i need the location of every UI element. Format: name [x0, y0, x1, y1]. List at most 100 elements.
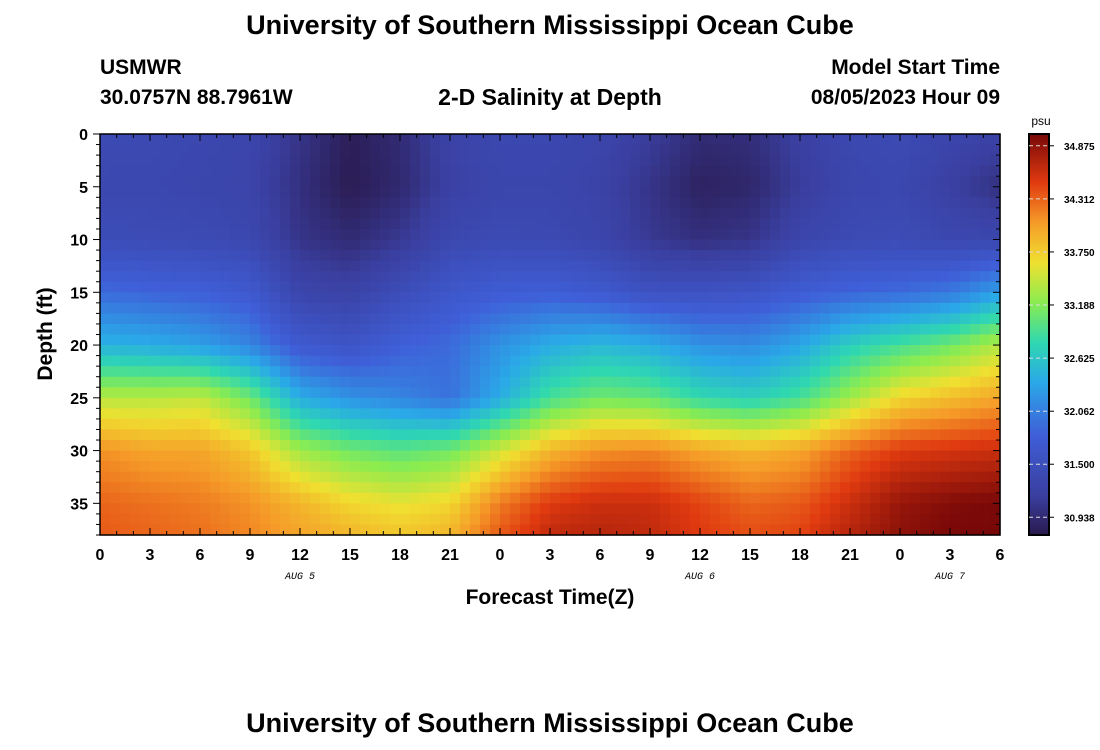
heatmap-cell	[180, 366, 191, 378]
heatmap-cell	[950, 482, 961, 494]
heatmap-cell	[830, 271, 841, 283]
heatmap-cell	[370, 292, 381, 304]
heatmap-cell	[940, 355, 951, 367]
heatmap-cell	[530, 355, 541, 367]
heatmap-cell	[280, 524, 291, 536]
heatmap-cell	[450, 492, 461, 504]
heatmap-cell	[380, 323, 391, 336]
heatmap-cell	[760, 513, 771, 526]
heatmap-cell	[900, 165, 911, 177]
heatmap-cell	[990, 250, 1001, 262]
heatmap-cell	[800, 334, 811, 346]
heatmap-cell	[470, 345, 481, 357]
heatmap-cell	[840, 323, 851, 336]
heatmap-cell	[390, 471, 401, 483]
heatmap-cell	[110, 144, 121, 156]
heatmap-cell	[930, 271, 941, 283]
heatmap-cell	[280, 134, 291, 146]
heatmap-cell	[150, 376, 161, 388]
heatmap-cell	[760, 228, 771, 241]
heatmap-cell	[960, 355, 971, 367]
heatmap-cell	[160, 218, 171, 230]
heatmap-cell	[700, 345, 711, 357]
heatmap-cell	[820, 281, 831, 293]
heatmap-cell	[300, 387, 311, 399]
heatmap-cell	[870, 218, 881, 230]
heatmap-cell	[120, 376, 131, 388]
heatmap-cell	[600, 492, 611, 504]
heatmap-cell	[490, 355, 501, 367]
heatmap-cell	[110, 387, 121, 399]
heatmap-cell	[720, 250, 731, 262]
heatmap-cell	[170, 397, 181, 409]
heatmap-cell	[730, 218, 741, 230]
heatmap-cell	[940, 450, 951, 462]
heatmap-cell	[550, 207, 561, 220]
heatmap-cell	[960, 228, 971, 241]
heatmap-cell	[900, 313, 911, 325]
heatmap-cell	[180, 355, 191, 367]
heatmap-cell	[150, 228, 161, 241]
heatmap-cell	[890, 260, 901, 272]
heatmap-cell	[880, 228, 891, 241]
heatmap-cell	[450, 408, 461, 420]
heatmap-cell	[690, 313, 701, 325]
heatmap-cell	[110, 292, 121, 304]
heatmap-cell	[560, 429, 571, 441]
heatmap-cell	[410, 228, 421, 241]
heatmap-cell	[510, 513, 521, 526]
heatmap-cell	[440, 250, 451, 262]
heatmap-cell	[300, 345, 311, 357]
heatmap-cell	[830, 228, 841, 241]
heatmap-cell	[860, 239, 871, 251]
heatmap-cell	[620, 492, 631, 504]
heatmap-cell	[530, 440, 541, 452]
heatmap-cell	[410, 134, 421, 146]
heatmap-cell	[540, 271, 551, 283]
heatmap-cell	[130, 366, 141, 378]
heatmap-cell	[930, 408, 941, 420]
heatmap-cell	[100, 207, 111, 220]
heatmap-cell	[540, 260, 551, 272]
heatmap-cell	[980, 218, 991, 230]
heatmap-cell	[570, 218, 581, 230]
heatmap-cell	[450, 239, 461, 251]
heatmap-cell	[680, 334, 691, 346]
heatmap-cell	[520, 524, 531, 536]
heatmap-cell	[270, 482, 281, 494]
heatmap-cell	[220, 260, 231, 272]
heatmap-cell	[610, 292, 621, 304]
heatmap-cell	[480, 176, 491, 188]
heatmap-cell	[580, 376, 591, 388]
heatmap-cell	[970, 513, 981, 526]
heatmap-cell	[990, 429, 1001, 441]
heatmap-cell	[400, 155, 411, 167]
heatmap-cell	[590, 165, 601, 177]
heatmap-cell	[320, 334, 331, 346]
heatmap-cell	[360, 471, 371, 483]
heatmap-cell	[350, 281, 361, 293]
heatmap-cell	[430, 302, 441, 314]
heatmap-cell	[800, 355, 811, 367]
heatmap-cell	[890, 355, 901, 367]
heatmap-cell	[840, 513, 851, 526]
heatmap-cell	[470, 471, 481, 483]
heatmap-cell	[340, 345, 351, 357]
heatmap-cell	[770, 186, 781, 198]
heatmap-cell	[430, 355, 441, 367]
heatmap-cell	[590, 345, 601, 357]
heatmap-cell	[210, 482, 221, 494]
heatmap-cell	[410, 450, 421, 462]
heatmap-cell	[110, 323, 121, 336]
heatmap-cell	[570, 429, 581, 441]
heatmap-cell	[510, 429, 521, 441]
heatmap-cell	[500, 218, 511, 230]
heatmap-cell	[650, 513, 661, 526]
heatmap-cell	[750, 503, 761, 515]
heatmap-cell	[920, 228, 931, 241]
heatmap-cell	[310, 376, 321, 388]
heatmap-cell	[540, 313, 551, 325]
heatmap-cell	[770, 271, 781, 283]
heatmap-cell	[820, 323, 831, 336]
heatmap-cell	[230, 482, 241, 494]
